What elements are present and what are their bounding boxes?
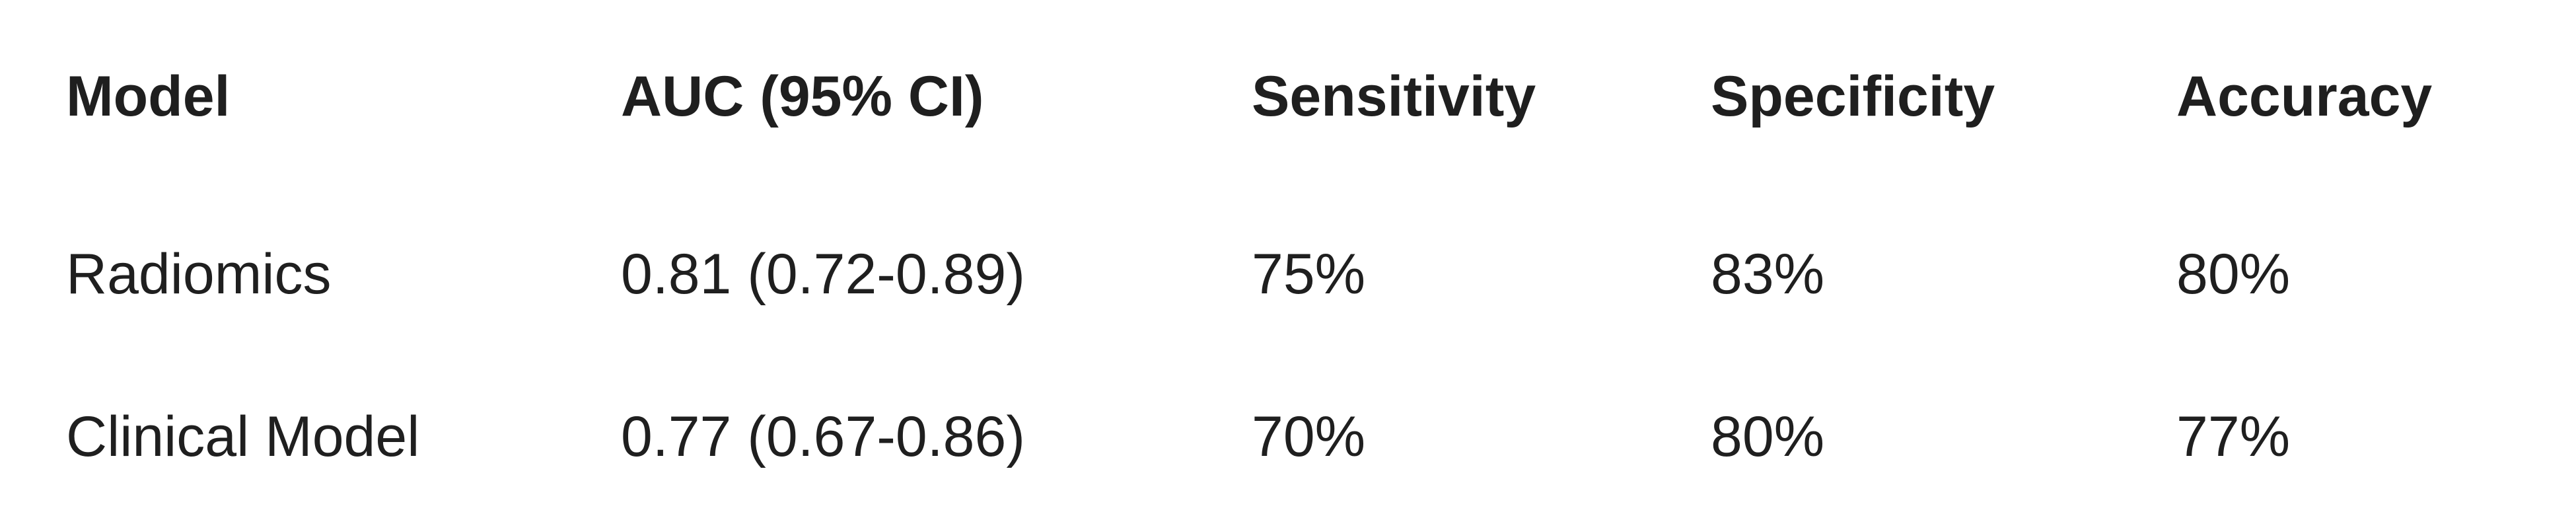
cell-accuracy: 77% — [2176, 405, 2291, 468]
model-performance-table: Model AUC (95% CI) Sensitivity Specifici… — [66, 0, 2510, 518]
results-table-container: Model AUC (95% CI) Sensitivity Specifici… — [66, 0, 2510, 517]
cell-model: Radiomics — [66, 242, 332, 306]
header-sensitivity: Sensitivity — [1252, 65, 1536, 128]
header-auc: AUC (95% CI) — [621, 65, 984, 128]
cell-auc: 0.81 (0.72-0.89) — [621, 242, 1025, 306]
header-specificity: Specificity — [1711, 65, 1995, 128]
cell-sensitivity: 75% — [1252, 242, 1366, 306]
header-accuracy: Accuracy — [2176, 65, 2433, 128]
cell-specificity: 80% — [1711, 405, 1825, 468]
cell-sensitivity: 70% — [1252, 405, 1366, 468]
cell-model: Clinical Model — [66, 405, 420, 468]
cell-specificity: 83% — [1711, 242, 1825, 306]
header-model: Model — [66, 65, 231, 128]
table-row: Clinical Model 0.77 (0.67-0.86) 70% 80% … — [66, 355, 2510, 518]
header-row: Model AUC (95% CI) Sensitivity Specifici… — [66, 0, 2510, 193]
cell-accuracy: 80% — [2176, 242, 2291, 306]
cell-auc: 0.77 (0.67-0.86) — [621, 405, 1025, 468]
table-body: Radiomics 0.81 (0.72-0.89) 75% 83% 80% C… — [66, 193, 2510, 518]
table-header: Model AUC (95% CI) Sensitivity Specifici… — [66, 0, 2510, 193]
table-row: Radiomics 0.81 (0.72-0.89) 75% 83% 80% — [66, 193, 2510, 355]
